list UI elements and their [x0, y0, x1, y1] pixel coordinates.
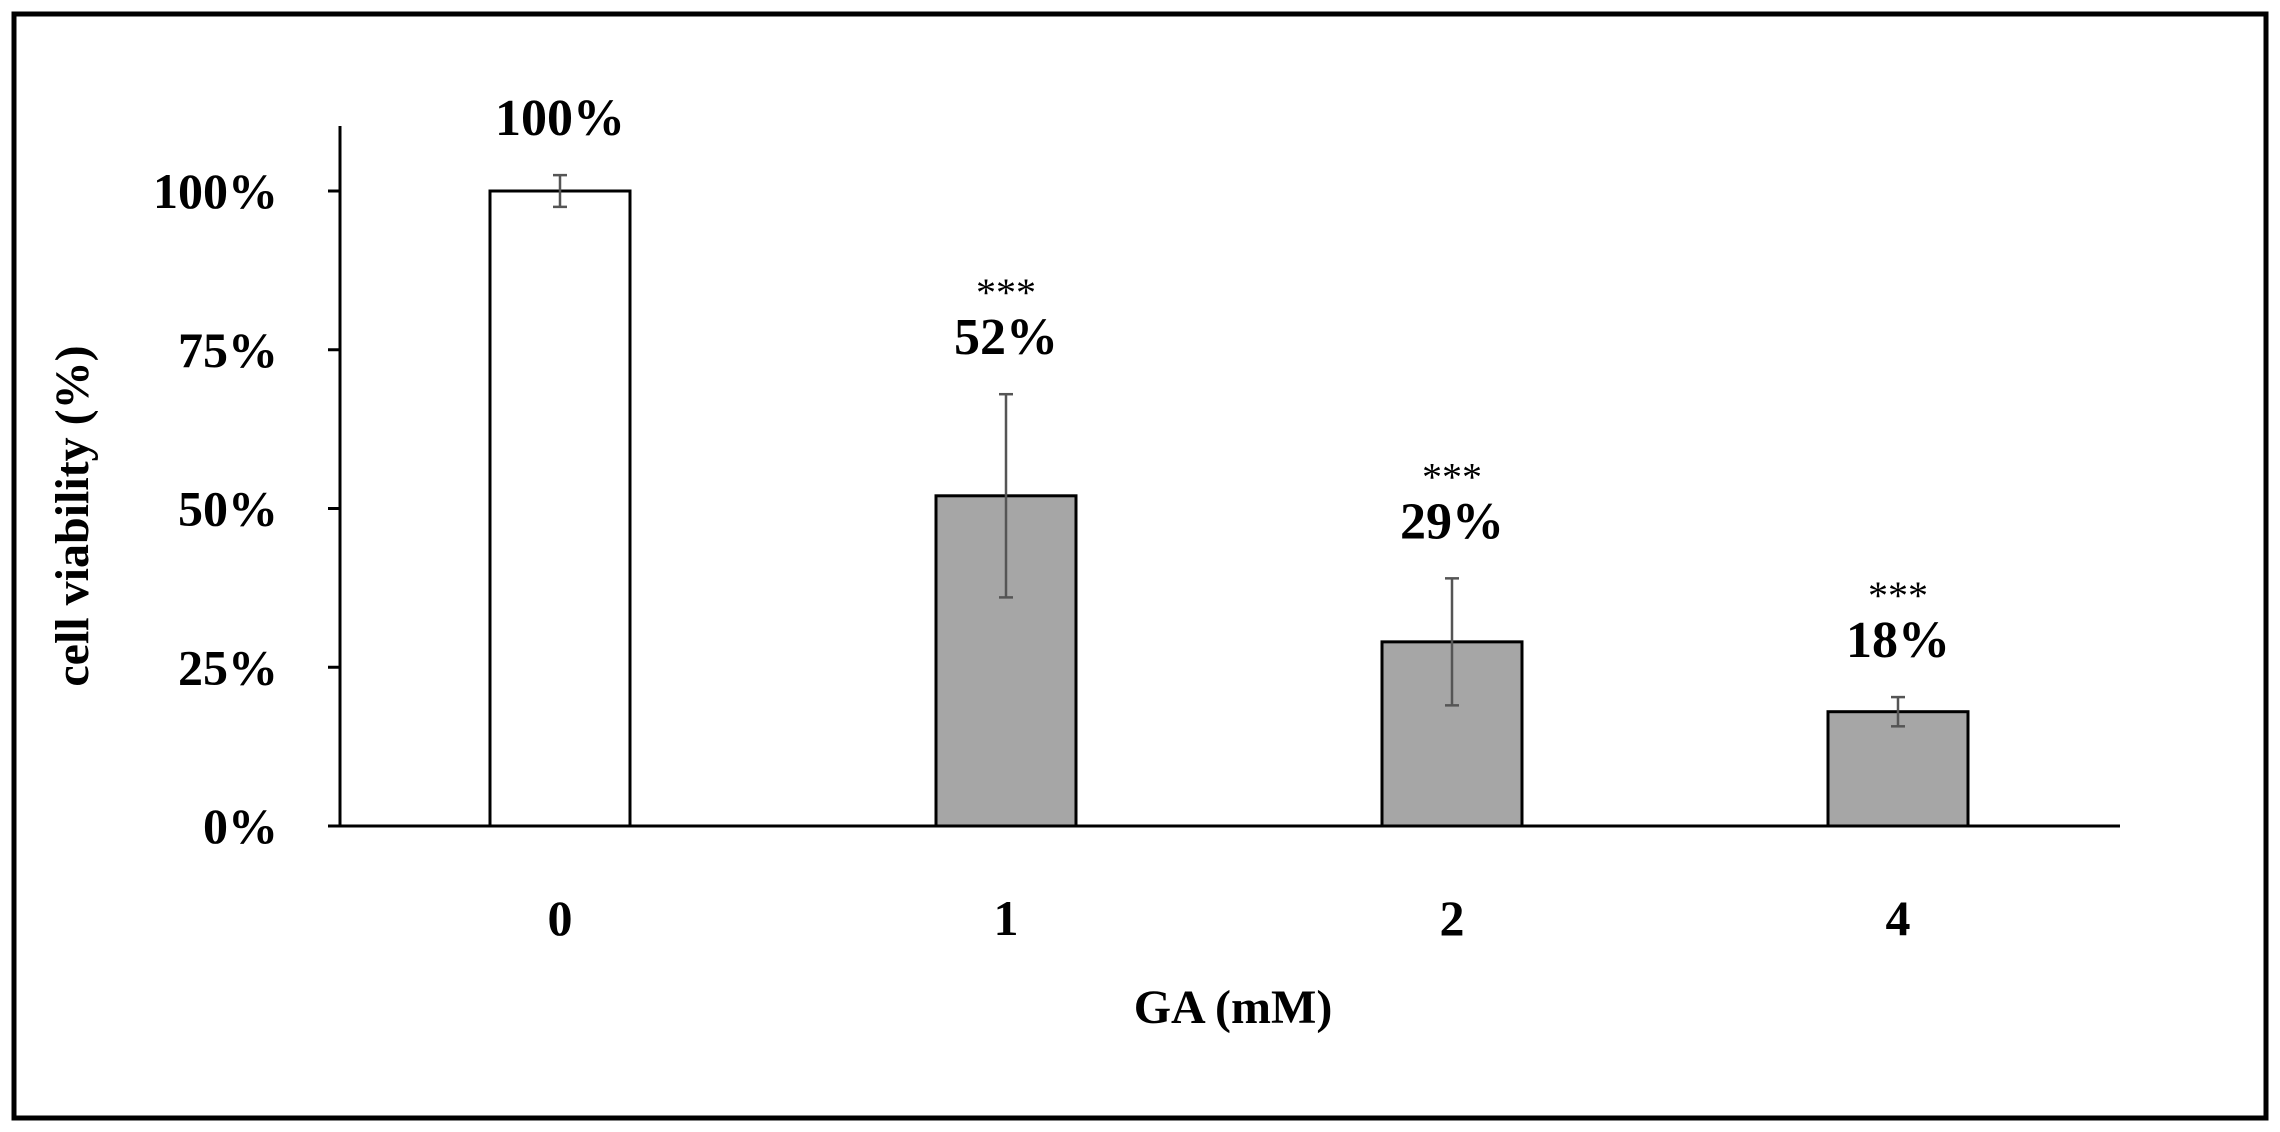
significance-label: *** — [1422, 454, 1482, 499]
x-tick-label: 4 — [1886, 890, 1911, 946]
bars — [488, 173, 1970, 828]
data-label: 100% — [495, 90, 625, 147]
bar — [1380, 640, 1524, 828]
data-label: 52% — [954, 309, 1058, 366]
x-tick-label: 1 — [994, 890, 1019, 946]
y-tick-label: 100% — [153, 163, 278, 219]
x-tick-label: 0 — [548, 890, 573, 946]
bar — [1826, 710, 1970, 828]
x-axis-title: GA (mM) — [1134, 981, 1333, 1034]
y-tick-label: 0% — [203, 798, 278, 854]
figure-frame — [11, 11, 2269, 1121]
data-label: 18% — [1846, 612, 1950, 669]
significance-label: *** — [976, 270, 1036, 315]
y-tick-label: 50% — [178, 481, 278, 537]
x-tick-label: 2 — [1440, 890, 1465, 946]
y-axis-title: cell viability (%) — [46, 345, 99, 686]
bar — [488, 189, 632, 828]
y-tick-label: 25% — [178, 639, 278, 695]
data-label: 29% — [1400, 493, 1504, 550]
significance-label: *** — [1868, 573, 1928, 618]
y-tick-label: 75% — [178, 322, 278, 378]
axes: 0% 25% 50% 75% 100% — [153, 126, 2120, 854]
